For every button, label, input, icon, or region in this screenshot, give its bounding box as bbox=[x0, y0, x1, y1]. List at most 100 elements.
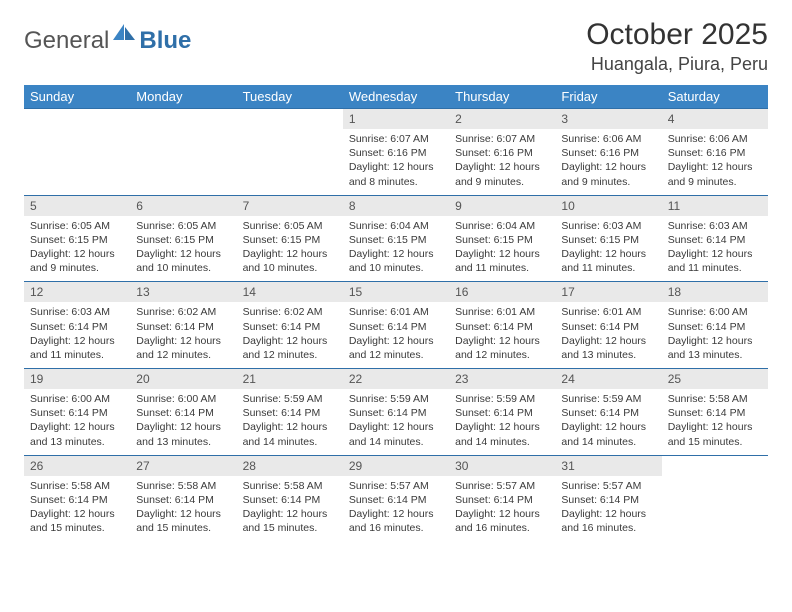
sunrise-text: Sunrise: 6:03 AM bbox=[561, 219, 655, 233]
calendar-cell: 24Sunrise: 5:59 AMSunset: 6:14 PMDayligh… bbox=[555, 369, 661, 456]
day-details: Sunrise: 6:03 AMSunset: 6:14 PMDaylight:… bbox=[24, 302, 130, 368]
sunset-text: Sunset: 6:16 PM bbox=[668, 146, 762, 160]
day-number: 3 bbox=[555, 109, 661, 129]
calendar-cell: 11Sunrise: 6:03 AMSunset: 6:14 PMDayligh… bbox=[662, 195, 768, 282]
day-number: 4 bbox=[662, 109, 768, 129]
day-details: Sunrise: 5:58 AMSunset: 6:14 PMDaylight:… bbox=[24, 476, 130, 542]
calendar-week-row: 26Sunrise: 5:58 AMSunset: 6:14 PMDayligh… bbox=[24, 455, 768, 541]
day-number: 13 bbox=[130, 282, 236, 302]
calendar-cell: 10Sunrise: 6:03 AMSunset: 6:15 PMDayligh… bbox=[555, 195, 661, 282]
calendar-cell: 1Sunrise: 6:07 AMSunset: 6:16 PMDaylight… bbox=[343, 109, 449, 196]
calendar-cell: 23Sunrise: 5:59 AMSunset: 6:14 PMDayligh… bbox=[449, 369, 555, 456]
sunrise-text: Sunrise: 6:03 AM bbox=[668, 219, 762, 233]
daylight-text: Daylight: 12 hours and 14 minutes. bbox=[243, 420, 337, 448]
calendar-cell: 19Sunrise: 6:00 AMSunset: 6:14 PMDayligh… bbox=[24, 369, 130, 456]
daylight-text: Daylight: 12 hours and 15 minutes. bbox=[136, 507, 230, 535]
calendar-week-row: 12Sunrise: 6:03 AMSunset: 6:14 PMDayligh… bbox=[24, 282, 768, 369]
day-number: 31 bbox=[555, 456, 661, 476]
sunrise-text: Sunrise: 6:05 AM bbox=[136, 219, 230, 233]
sunset-text: Sunset: 6:14 PM bbox=[561, 320, 655, 334]
day-details bbox=[130, 115, 236, 173]
calendar-cell: 13Sunrise: 6:02 AMSunset: 6:14 PMDayligh… bbox=[130, 282, 236, 369]
daylight-text: Daylight: 12 hours and 14 minutes. bbox=[455, 420, 549, 448]
sunrise-text: Sunrise: 6:00 AM bbox=[30, 392, 124, 406]
calendar-cell: 22Sunrise: 5:59 AMSunset: 6:14 PMDayligh… bbox=[343, 369, 449, 456]
calendar-cell: 25Sunrise: 5:58 AMSunset: 6:14 PMDayligh… bbox=[662, 369, 768, 456]
daylight-text: Daylight: 12 hours and 13 minutes. bbox=[668, 334, 762, 362]
calendar-cell: 27Sunrise: 5:58 AMSunset: 6:14 PMDayligh… bbox=[130, 455, 236, 541]
sunrise-text: Sunrise: 6:00 AM bbox=[668, 305, 762, 319]
daylight-text: Daylight: 12 hours and 12 minutes. bbox=[455, 334, 549, 362]
daylight-text: Daylight: 12 hours and 12 minutes. bbox=[349, 334, 443, 362]
day-details: Sunrise: 6:01 AMSunset: 6:14 PMDaylight:… bbox=[555, 302, 661, 368]
sunset-text: Sunset: 6:14 PM bbox=[455, 320, 549, 334]
day-details: Sunrise: 5:58 AMSunset: 6:14 PMDaylight:… bbox=[662, 389, 768, 455]
day-details: Sunrise: 6:07 AMSunset: 6:16 PMDaylight:… bbox=[449, 129, 555, 195]
daylight-text: Daylight: 12 hours and 15 minutes. bbox=[30, 507, 124, 535]
weekday-header: Saturday bbox=[662, 85, 768, 109]
sunset-text: Sunset: 6:15 PM bbox=[136, 233, 230, 247]
day-number: 25 bbox=[662, 369, 768, 389]
weekday-header: Friday bbox=[555, 85, 661, 109]
weekday-header: Tuesday bbox=[237, 85, 343, 109]
day-number: 2 bbox=[449, 109, 555, 129]
sunrise-text: Sunrise: 6:04 AM bbox=[349, 219, 443, 233]
day-details: Sunrise: 5:59 AMSunset: 6:14 PMDaylight:… bbox=[237, 389, 343, 455]
calendar-cell: 21Sunrise: 5:59 AMSunset: 6:14 PMDayligh… bbox=[237, 369, 343, 456]
sunset-text: Sunset: 6:14 PM bbox=[561, 493, 655, 507]
calendar-cell: 4Sunrise: 6:06 AMSunset: 6:16 PMDaylight… bbox=[662, 109, 768, 196]
sunrise-text: Sunrise: 6:00 AM bbox=[136, 392, 230, 406]
sunrise-text: Sunrise: 6:03 AM bbox=[30, 305, 124, 319]
calendar-cell: 15Sunrise: 6:01 AMSunset: 6:14 PMDayligh… bbox=[343, 282, 449, 369]
sunrise-text: Sunrise: 6:06 AM bbox=[668, 132, 762, 146]
calendar-cell bbox=[662, 455, 768, 541]
sunrise-text: Sunrise: 6:05 AM bbox=[243, 219, 337, 233]
day-details: Sunrise: 6:06 AMSunset: 6:16 PMDaylight:… bbox=[555, 129, 661, 195]
logo-text-general: General bbox=[24, 27, 109, 55]
calendar-cell: 16Sunrise: 6:01 AMSunset: 6:14 PMDayligh… bbox=[449, 282, 555, 369]
sunset-text: Sunset: 6:14 PM bbox=[243, 320, 337, 334]
day-details: Sunrise: 6:04 AMSunset: 6:15 PMDaylight:… bbox=[449, 216, 555, 282]
daylight-text: Daylight: 12 hours and 13 minutes. bbox=[136, 420, 230, 448]
sunrise-text: Sunrise: 6:04 AM bbox=[455, 219, 549, 233]
daylight-text: Daylight: 12 hours and 10 minutes. bbox=[243, 247, 337, 275]
sunset-text: Sunset: 6:14 PM bbox=[136, 406, 230, 420]
month-title: October 2025 bbox=[586, 18, 768, 52]
day-number: 23 bbox=[449, 369, 555, 389]
title-block: October 2025 Huangala, Piura, Peru bbox=[586, 18, 768, 75]
day-details bbox=[662, 462, 768, 520]
location: Huangala, Piura, Peru bbox=[586, 54, 768, 75]
sunset-text: Sunset: 6:14 PM bbox=[136, 320, 230, 334]
sunrise-text: Sunrise: 5:58 AM bbox=[243, 479, 337, 493]
daylight-text: Daylight: 12 hours and 16 minutes. bbox=[455, 507, 549, 535]
day-number: 12 bbox=[24, 282, 130, 302]
day-details: Sunrise: 6:07 AMSunset: 6:16 PMDaylight:… bbox=[343, 129, 449, 195]
day-details: Sunrise: 6:01 AMSunset: 6:14 PMDaylight:… bbox=[343, 302, 449, 368]
sunrise-text: Sunrise: 6:01 AM bbox=[349, 305, 443, 319]
day-number: 9 bbox=[449, 196, 555, 216]
daylight-text: Daylight: 12 hours and 9 minutes. bbox=[30, 247, 124, 275]
day-number: 10 bbox=[555, 196, 661, 216]
sunrise-text: Sunrise: 5:57 AM bbox=[561, 479, 655, 493]
sunrise-text: Sunrise: 6:07 AM bbox=[455, 132, 549, 146]
day-details: Sunrise: 6:00 AMSunset: 6:14 PMDaylight:… bbox=[130, 389, 236, 455]
day-number: 22 bbox=[343, 369, 449, 389]
sunrise-text: Sunrise: 6:07 AM bbox=[349, 132, 443, 146]
calendar-cell: 30Sunrise: 5:57 AMSunset: 6:14 PMDayligh… bbox=[449, 455, 555, 541]
day-number: 14 bbox=[237, 282, 343, 302]
day-details bbox=[237, 115, 343, 173]
day-details: Sunrise: 6:02 AMSunset: 6:14 PMDaylight:… bbox=[237, 302, 343, 368]
sunrise-text: Sunrise: 5:59 AM bbox=[243, 392, 337, 406]
day-details: Sunrise: 5:58 AMSunset: 6:14 PMDaylight:… bbox=[130, 476, 236, 542]
calendar-cell: 26Sunrise: 5:58 AMSunset: 6:14 PMDayligh… bbox=[24, 455, 130, 541]
sunset-text: Sunset: 6:14 PM bbox=[561, 406, 655, 420]
day-number: 16 bbox=[449, 282, 555, 302]
day-number: 17 bbox=[555, 282, 661, 302]
logo-sail-icon bbox=[113, 24, 135, 47]
day-number: 18 bbox=[662, 282, 768, 302]
weekday-header: Thursday bbox=[449, 85, 555, 109]
weekday-header-row: Sunday Monday Tuesday Wednesday Thursday… bbox=[24, 85, 768, 109]
sunrise-text: Sunrise: 5:58 AM bbox=[136, 479, 230, 493]
sunset-text: Sunset: 6:14 PM bbox=[668, 320, 762, 334]
sunrise-text: Sunrise: 5:57 AM bbox=[349, 479, 443, 493]
